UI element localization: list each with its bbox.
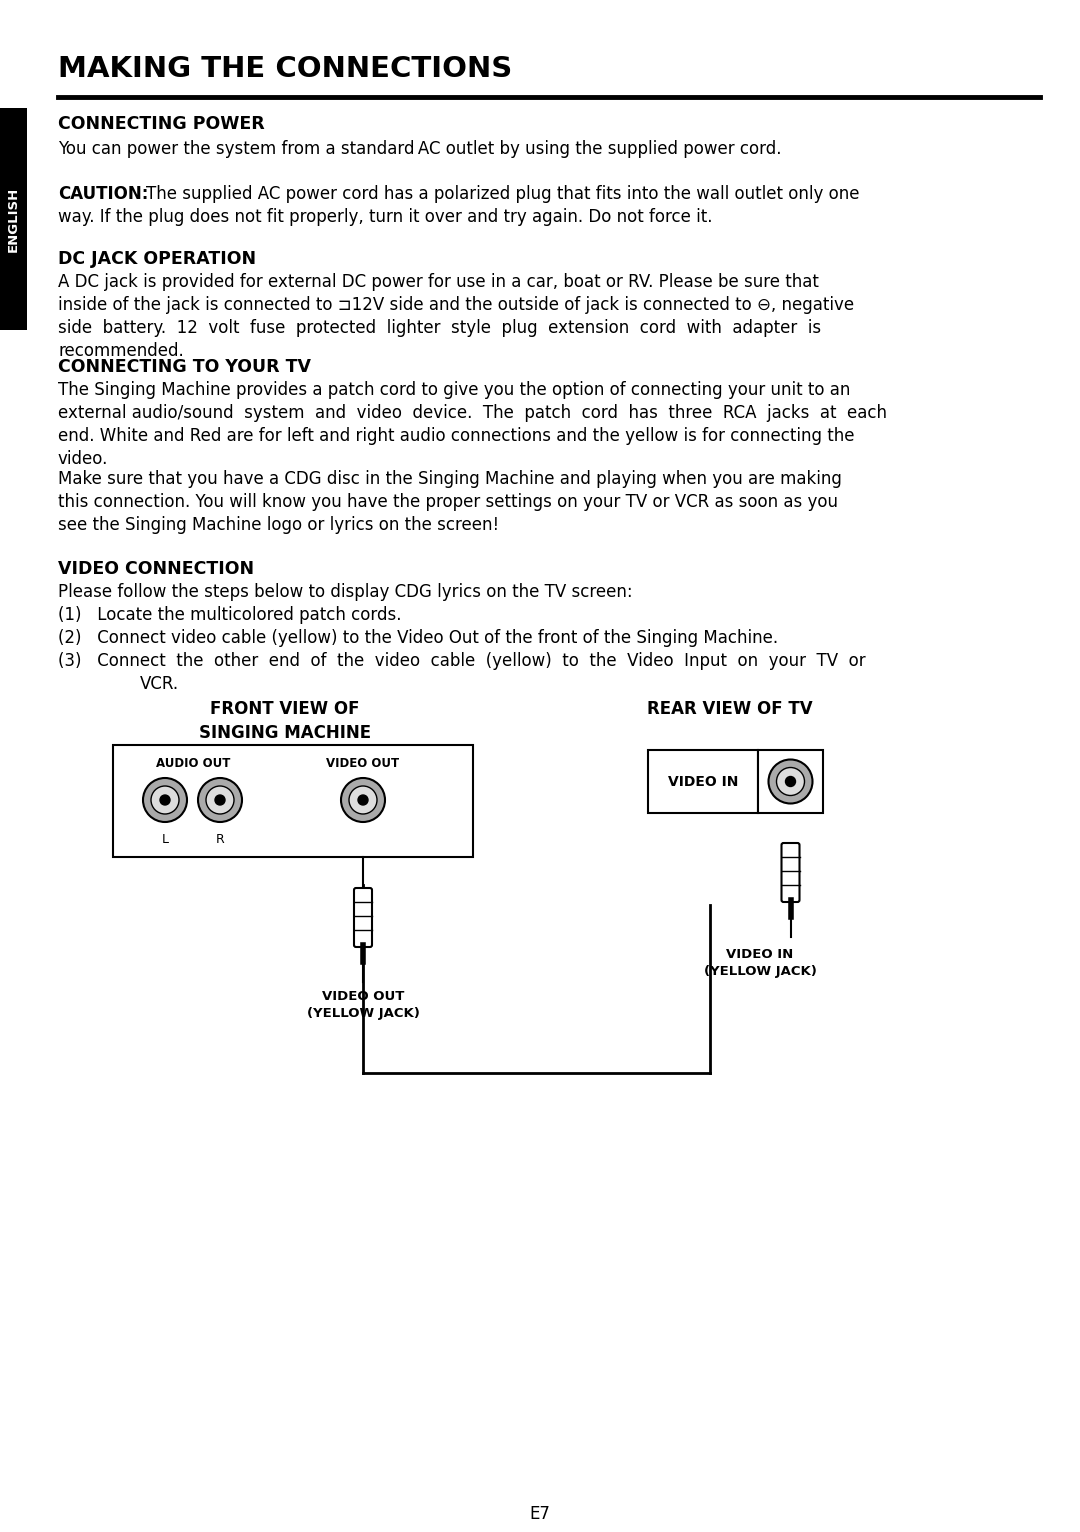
Text: The supplied AC power cord has a polarized plug that fits into the wall outlet o: The supplied AC power cord has a polariz… (146, 185, 860, 204)
Text: The Singing Machine provides a patch cord to give you the option of connecting y: The Singing Machine provides a patch cor… (58, 381, 850, 398)
Text: L: L (162, 833, 168, 846)
Text: (3)   Connect  the  other  end  of  the  video  cable  (yellow)  to  the  Video : (3) Connect the other end of the video c… (58, 653, 866, 669)
Text: side  battery.  12  volt  fuse  protected  lighter  style  plug  extension  cord: side battery. 12 volt fuse protected lig… (58, 319, 821, 337)
Text: VCR.: VCR. (140, 676, 179, 692)
Text: CONNECTING TO YOUR TV: CONNECTING TO YOUR TV (58, 358, 311, 375)
Bar (648, 751, 758, 813)
Text: external audio/sound  system  and  video  device.  The  patch  cord  has  three : external audio/sound system and video de… (58, 404, 887, 421)
Text: FRONT VIEW OF
SINGING MACHINE: FRONT VIEW OF SINGING MACHINE (199, 700, 372, 741)
Text: inside of the jack is connected to ⊐12V side and the outside of jack is connecte: inside of the jack is connected to ⊐12V … (58, 296, 854, 314)
Circle shape (206, 786, 234, 813)
Text: recommended.: recommended. (58, 342, 184, 360)
Text: VIDEO OUT: VIDEO OUT (326, 757, 400, 771)
Text: (2)   Connect video cable (yellow) to the Video Out of the front of the Singing : (2) Connect video cable (yellow) to the … (58, 630, 778, 647)
Text: Make sure that you have a CDG disc in the Singing Machine and playing when you a: Make sure that you have a CDG disc in th… (58, 470, 842, 489)
Circle shape (785, 777, 796, 786)
Text: Please follow the steps below to display CDG lyrics on the TV screen:: Please follow the steps below to display… (58, 584, 633, 601)
Circle shape (198, 778, 242, 823)
Circle shape (357, 795, 368, 804)
Text: CAUTION:: CAUTION: (58, 185, 148, 204)
Text: VIDEO IN
(YELLOW JACK): VIDEO IN (YELLOW JACK) (703, 948, 816, 977)
Circle shape (349, 786, 377, 813)
Text: E7: E7 (529, 1504, 551, 1523)
Text: DC JACK OPERATION: DC JACK OPERATION (58, 250, 256, 268)
Text: see the Singing Machine logo or lyrics on the screen!: see the Singing Machine logo or lyrics o… (58, 516, 499, 535)
Bar (758, 751, 823, 813)
Text: VIDEO OUT
(YELLOW JACK): VIDEO OUT (YELLOW JACK) (307, 990, 419, 1020)
Circle shape (341, 778, 384, 823)
Circle shape (777, 768, 805, 795)
Bar (113, 745, 473, 856)
Text: VIDEO IN: VIDEO IN (667, 775, 739, 789)
Text: You can power the system from a standard AC outlet by using the supplied power c: You can power the system from a standard… (58, 139, 782, 158)
Circle shape (769, 760, 812, 803)
Text: ENGLISH: ENGLISH (6, 187, 21, 251)
Text: way. If the plug does not fit properly, turn it over and try again. Do not force: way. If the plug does not fit properly, … (58, 208, 713, 227)
Text: video.: video. (58, 450, 108, 467)
Text: MAKING THE CONNECTIONS: MAKING THE CONNECTIONS (58, 55, 512, 83)
Circle shape (215, 795, 225, 804)
FancyBboxPatch shape (782, 843, 799, 902)
Text: this connection. You will know you have the proper settings on your TV or VCR as: this connection. You will know you have … (58, 493, 838, 512)
Text: AUDIO OUT: AUDIO OUT (156, 757, 230, 771)
Text: A DC jack is provided for external DC power for use in a car, boat or RV. Please: A DC jack is provided for external DC po… (58, 273, 819, 291)
Text: REAR VIEW OF TV: REAR VIEW OF TV (647, 700, 813, 719)
Text: CONNECTING POWER: CONNECTING POWER (58, 115, 265, 133)
Text: VIDEO CONNECTION: VIDEO CONNECTION (58, 561, 254, 578)
Text: end. White and Red are for left and right audio connections and the yellow is fo: end. White and Red are for left and righ… (58, 427, 854, 444)
FancyBboxPatch shape (354, 889, 372, 947)
Circle shape (143, 778, 187, 823)
Text: (1)   Locate the multicolored patch cords.: (1) Locate the multicolored patch cords. (58, 607, 402, 624)
Circle shape (151, 786, 179, 813)
Bar (0, 107, 27, 329)
Circle shape (160, 795, 170, 804)
Text: R: R (216, 833, 225, 846)
